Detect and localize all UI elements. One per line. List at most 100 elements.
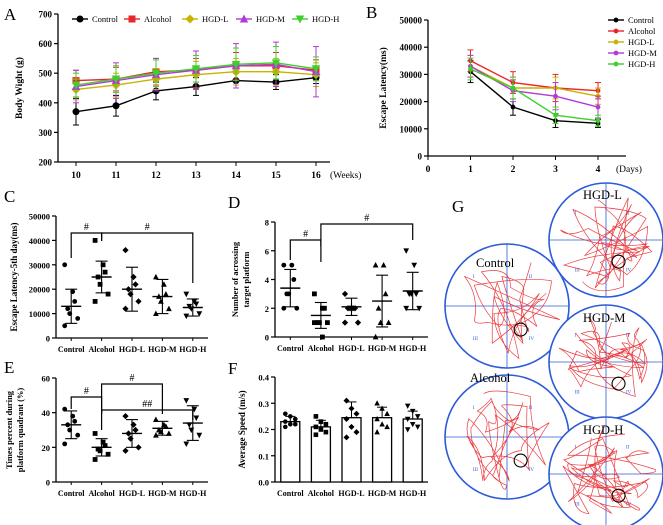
data-point (322, 305, 327, 311)
x-tick-label: HGD-M (368, 344, 397, 353)
quadrant-label: IV (626, 268, 632, 273)
x-tick-label: 12 (151, 171, 161, 181)
legend-marker (76, 15, 84, 23)
data-point (320, 334, 325, 340)
y-tick-label: 200 (39, 158, 53, 168)
legend-label: HGD-M (256, 14, 285, 24)
data-point (283, 419, 288, 424)
data-point (312, 291, 317, 297)
quadrant-label: III (473, 337, 478, 342)
legend-label: HGD-H (628, 59, 655, 69)
data-point (65, 306, 71, 312)
x-tick-label: Control (277, 489, 304, 498)
data-point (151, 69, 161, 78)
data-point (70, 413, 76, 419)
y-tick-label: 40 (42, 408, 51, 418)
data-point (132, 281, 139, 288)
data-point (343, 397, 350, 404)
x-tick-label: 16 (311, 171, 321, 181)
data-point (188, 427, 195, 434)
quadrant-label: II (626, 333, 630, 338)
y-tick-label: 40000 (400, 43, 423, 53)
data-point (95, 274, 101, 280)
x-tick-label: 11 (112, 171, 121, 181)
x-tick-label: 14 (231, 171, 241, 181)
data-point (377, 319, 384, 326)
data-point (374, 429, 380, 435)
y-tick-label: 4 (265, 275, 270, 285)
data-point (62, 406, 68, 412)
data-point (313, 424, 319, 430)
y-tick-label: 500 (39, 69, 53, 79)
series-line-hgd-l (470, 65, 599, 97)
legend-marker (239, 14, 249, 23)
platform-circle (611, 376, 626, 391)
data-point (346, 305, 354, 312)
data-point (102, 443, 108, 448)
y-axis-label: Escape Latency(ms) (378, 47, 389, 129)
quadrant-label: II (626, 211, 630, 216)
data-point (163, 290, 169, 297)
data-point (62, 323, 68, 329)
x-tick-label: 0 (426, 165, 431, 175)
quadrant-label: III (575, 502, 580, 507)
panel-a-line-chart: 200 300 400 500 600 700 10 11 12 13 14 15 16 (Weeks) B… (14, 10, 361, 182)
data-point (354, 319, 362, 326)
significance-marker: # (84, 386, 89, 397)
quadrant-label: III (575, 390, 580, 395)
panel-label: F (228, 359, 237, 378)
data-point (281, 262, 287, 268)
legend-marker (613, 50, 619, 56)
data-point (409, 408, 416, 415)
legend-label: HGD-L (202, 14, 228, 24)
data-point (111, 75, 121, 84)
quadrant-label: II (529, 275, 533, 280)
data-point (196, 311, 203, 317)
x-tick-label: HGD-H (399, 489, 427, 498)
data-point (166, 430, 172, 436)
data-point (153, 310, 159, 316)
swim-path (558, 316, 648, 397)
y-tick-label: 20000 (400, 97, 423, 107)
y-tick-label: 0.0 (258, 478, 269, 488)
data-point (75, 316, 81, 321)
data-point (384, 410, 390, 417)
data-point (409, 421, 416, 428)
data-point (510, 104, 516, 110)
series-line-alcohol (470, 60, 599, 92)
y-tick-label: 0.3 (258, 399, 269, 409)
data-point (385, 319, 392, 326)
x-tick-label: 1 (468, 165, 473, 175)
data-point (291, 277, 297, 282)
series-line-hgd-h (470, 68, 599, 122)
data-point (374, 400, 380, 406)
data-point (62, 441, 68, 447)
data-point (156, 293, 162, 299)
data-point (153, 432, 159, 438)
data-point (318, 427, 324, 432)
data-point (414, 424, 421, 430)
y-axis-label: Escape Latency-5th day(ms) (9, 223, 19, 332)
track-label: HGD-H (583, 423, 623, 437)
y-tick-label: 40000 (29, 236, 50, 246)
legend-marker (613, 61, 619, 67)
x-tick-label: Alcohol (308, 344, 335, 353)
data-point (404, 427, 411, 433)
data-point (323, 421, 329, 427)
data-point (92, 457, 98, 462)
series-line-control (470, 71, 599, 125)
y-axis-label-line: platform quadrant (%) (15, 388, 25, 473)
panel-label: E (4, 358, 14, 377)
data-point (312, 320, 317, 326)
platform-circle (611, 488, 626, 503)
swim-path (562, 425, 657, 515)
data-point (127, 435, 134, 442)
data-point (158, 428, 164, 435)
data-point (65, 422, 71, 428)
data-point (317, 320, 322, 326)
legend-marker (613, 28, 619, 34)
significance-marker: # (145, 222, 150, 233)
y-tick-label: 50000 (400, 16, 423, 26)
data-point (595, 104, 601, 110)
